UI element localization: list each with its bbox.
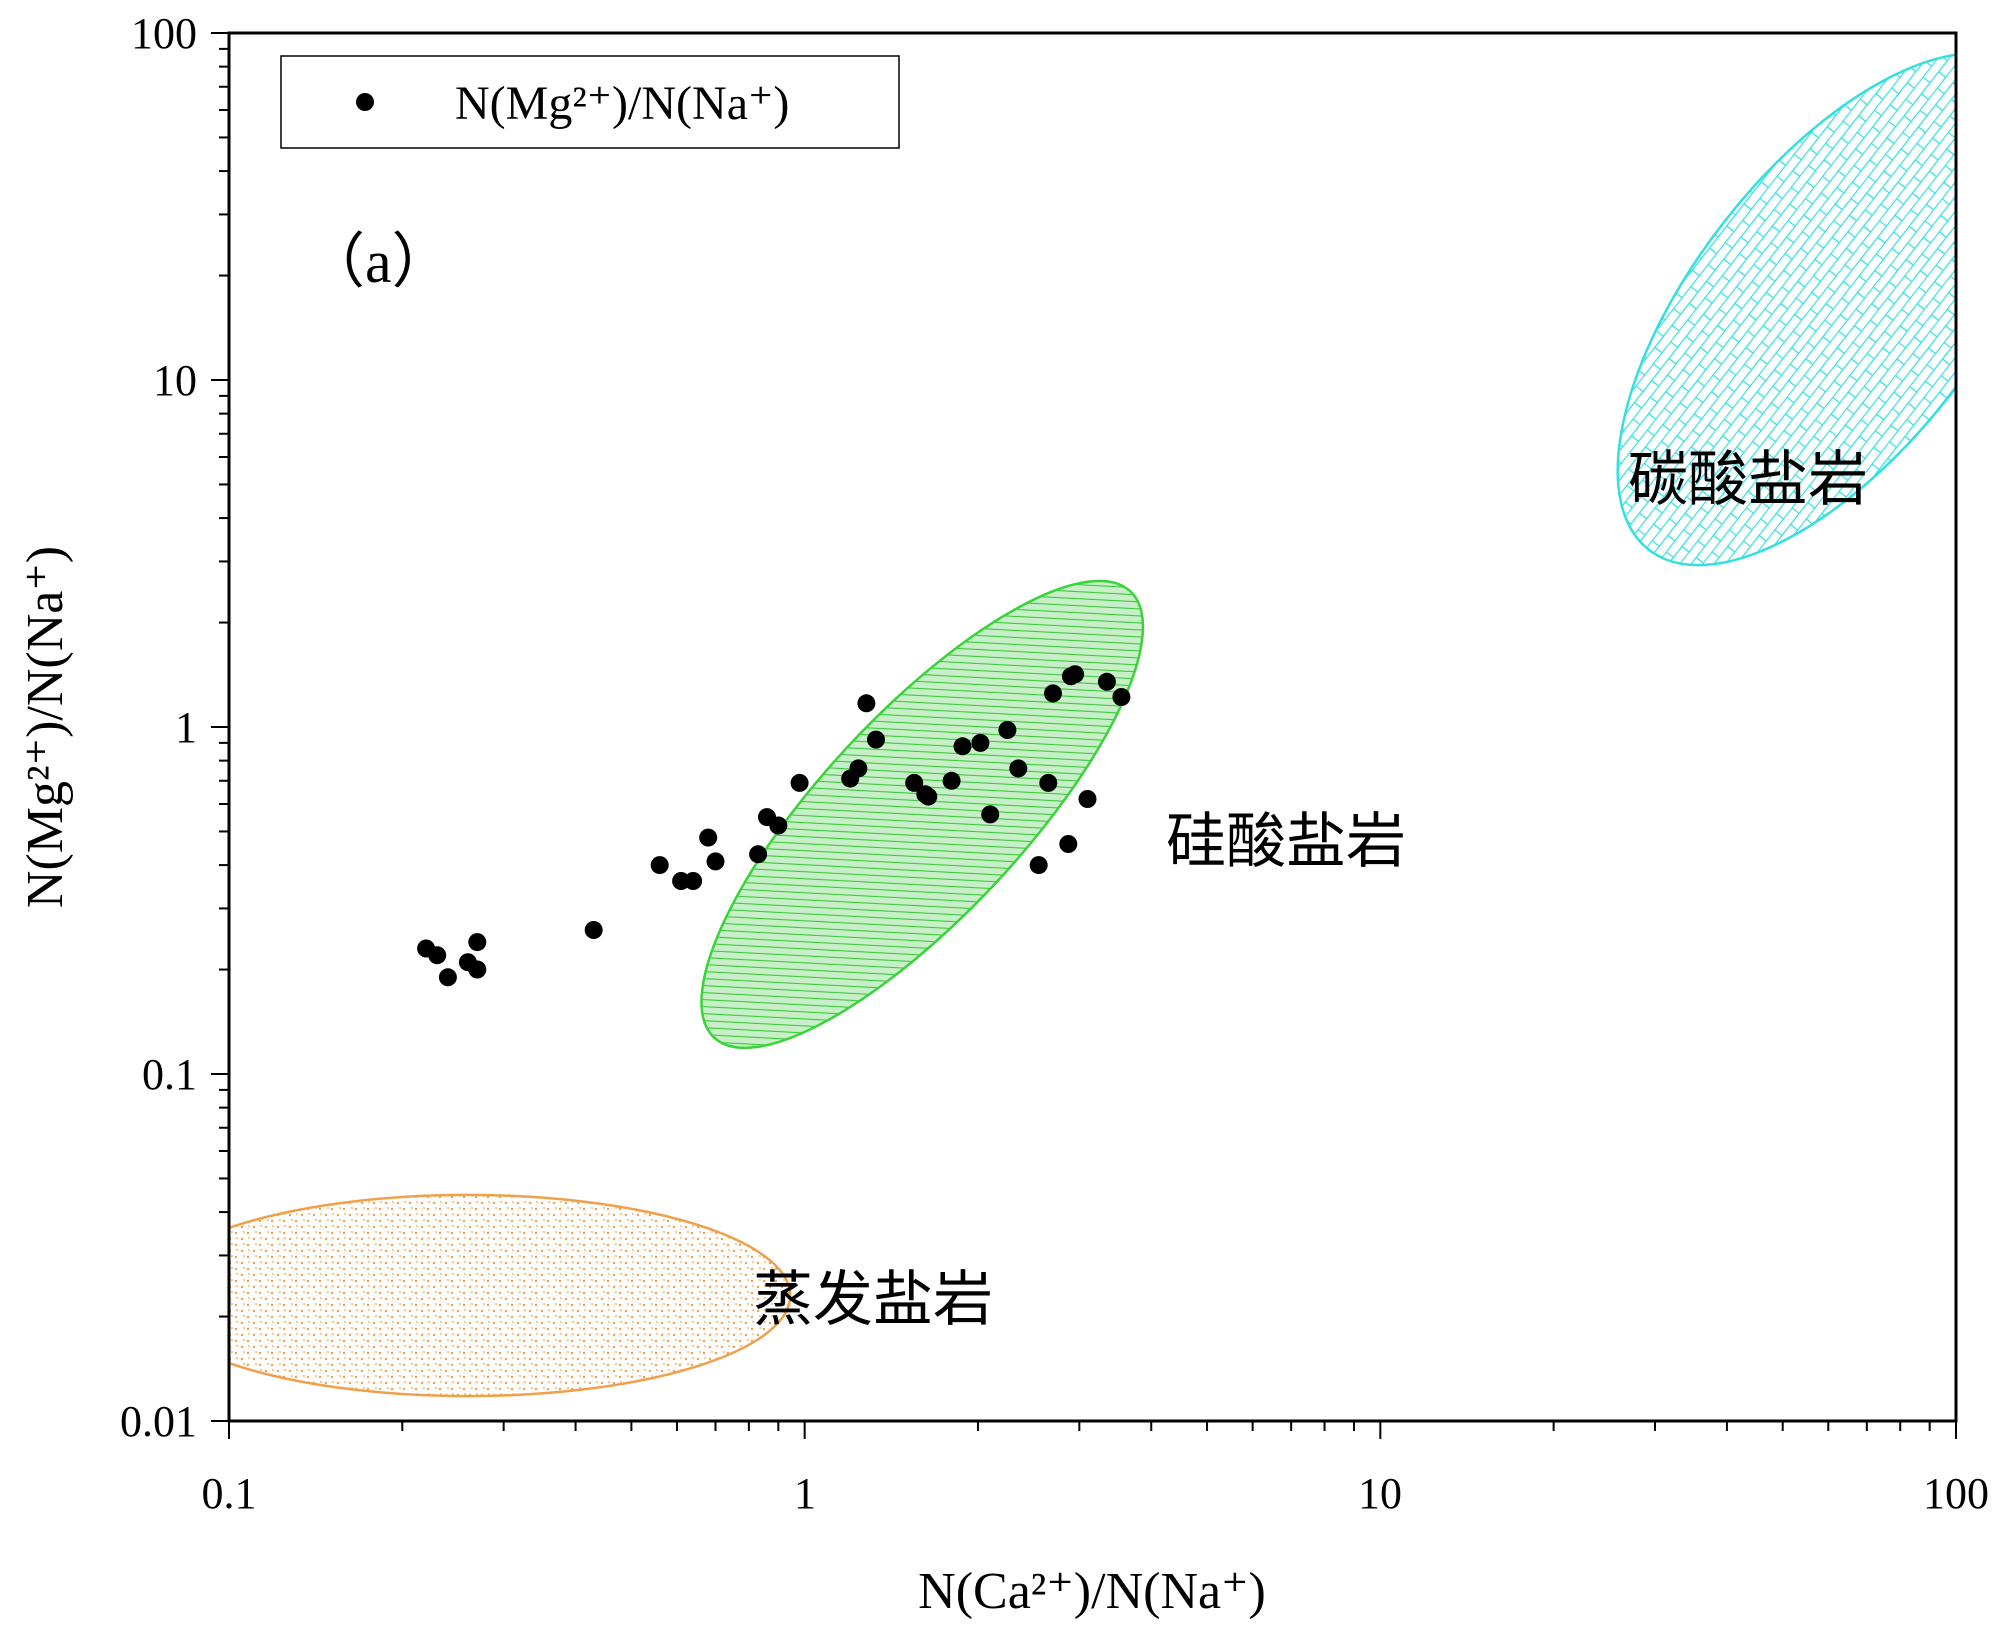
data-point xyxy=(706,852,725,871)
x-axis-ticks xyxy=(228,1421,1957,1439)
data-point xyxy=(953,737,972,756)
data-point xyxy=(428,946,447,965)
y-tick-label: 100 xyxy=(131,9,197,58)
data-point xyxy=(584,921,603,939)
x-tick-label: 10 xyxy=(1358,1469,1402,1518)
region-label-evaporite: 蒸发盐岩 xyxy=(753,1267,993,1333)
legend-entry: N(Mg²⁺)/N(Na⁺) xyxy=(455,77,789,130)
data-point xyxy=(981,805,1000,824)
y-tick-label: 0.01 xyxy=(120,1397,197,1446)
data-point xyxy=(1059,835,1078,853)
data-point xyxy=(468,960,487,979)
data-point xyxy=(438,968,457,987)
legend-box xyxy=(280,55,900,149)
data-point xyxy=(769,816,788,835)
data-point xyxy=(1097,672,1116,691)
region-ellipse-2 xyxy=(229,1193,792,1398)
region-label-carbonate: 碳酸盐岩 xyxy=(1628,447,1868,513)
x-tick-label: 100 xyxy=(1923,1469,1989,1518)
data-point xyxy=(650,856,669,875)
data-point xyxy=(1066,665,1085,684)
legend-marker xyxy=(356,93,374,111)
y-tick-label: 0.1 xyxy=(142,1050,197,1099)
data-point xyxy=(1078,790,1097,808)
data-point xyxy=(790,773,809,792)
y-axis-ticks xyxy=(211,32,229,1422)
data-point xyxy=(857,694,876,713)
x-tick-label: 0.1 xyxy=(202,1469,257,1518)
legend: N(Mg²⁺)/N(Na⁺) xyxy=(280,55,900,149)
data-point xyxy=(699,828,718,847)
data-point xyxy=(867,730,885,749)
data-point xyxy=(468,933,487,952)
x-tick-label: 1 xyxy=(794,1469,816,1518)
data-point xyxy=(684,872,703,890)
data-point xyxy=(1112,688,1131,706)
data-point xyxy=(1044,684,1062,703)
y-axis-title: N(Mg²⁺)/N(Na⁺) xyxy=(17,546,74,908)
panel-label: （a） xyxy=(305,229,452,295)
x-axis-title: N(Ca²⁺)/N(Na⁺) xyxy=(918,1563,1266,1620)
data-point xyxy=(971,733,990,752)
data-point xyxy=(749,845,768,864)
region-ellipse-0 xyxy=(1616,52,1956,567)
region-label-silicate: 硅酸盐岩 xyxy=(1166,809,1406,875)
region-ellipse-1 xyxy=(700,579,1145,1050)
data-point xyxy=(849,759,868,778)
y-tick-label: 10 xyxy=(153,356,197,405)
data-point xyxy=(1029,856,1048,875)
data-point xyxy=(998,721,1017,739)
y-tick-label: 1 xyxy=(175,703,197,752)
data-point xyxy=(942,771,961,790)
data-point xyxy=(905,773,924,792)
classification-regions xyxy=(229,52,1956,1398)
data-point xyxy=(1009,759,1028,778)
data-point xyxy=(919,787,938,806)
data-points xyxy=(417,665,1131,987)
y-tick-labels: 0.01 0.1 1 10 100 xyxy=(120,9,197,1446)
x-tick-labels: 0.1 1 10 100 xyxy=(202,1469,1990,1518)
data-point xyxy=(1039,773,1058,792)
